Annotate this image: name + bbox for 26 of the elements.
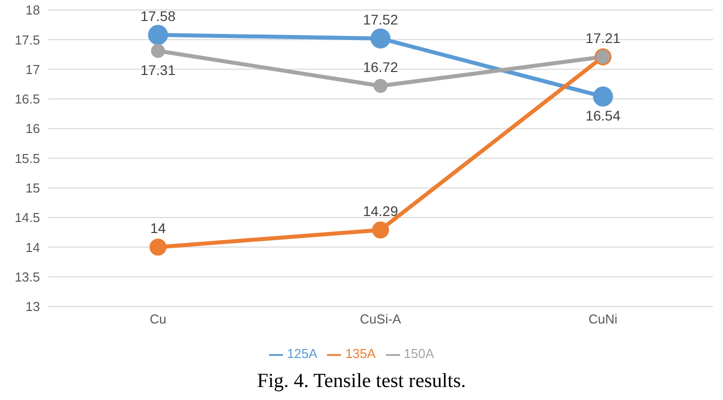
text: Fig. 4. Tensile test results.	[256, 370, 467, 393]
data-label: 14.29	[362, 202, 398, 219]
data-label: 16.72	[362, 58, 398, 75]
data-label: 17.31	[140, 62, 176, 78]
y-tick-label: 17.5	[14, 32, 40, 48]
data-label: 14	[150, 220, 166, 236]
y-tick-label: 15	[26, 180, 40, 196]
data-label: 16.54	[585, 108, 621, 124]
y-tick-label: 16	[26, 121, 40, 136]
y-tick-label: 17	[26, 62, 40, 77]
x-tick-label: Cu	[150, 312, 166, 327]
data-label: 17.21	[585, 30, 621, 46]
x-tick-label: CuNi	[588, 312, 618, 327]
legend-label: 135A	[345, 346, 376, 362]
x-tick-label: CuSi-A	[360, 312, 402, 327]
y-tick-label: 14.5	[14, 210, 40, 226]
y-tick-label: 16.5	[14, 92, 40, 107]
y-tick-label: 13	[26, 299, 40, 314]
y-tick-label: 13.5	[14, 269, 40, 284]
data-label: 17.58	[140, 8, 176, 24]
y-tick-label: 14	[26, 240, 40, 255]
y-tick-label: 18	[26, 2, 40, 18]
legend-label: 125A	[286, 346, 318, 362]
y-tick-label: 15.5	[14, 150, 40, 166]
legend-label: 150A	[404, 346, 434, 362]
data-label: 17.52	[362, 11, 398, 28]
